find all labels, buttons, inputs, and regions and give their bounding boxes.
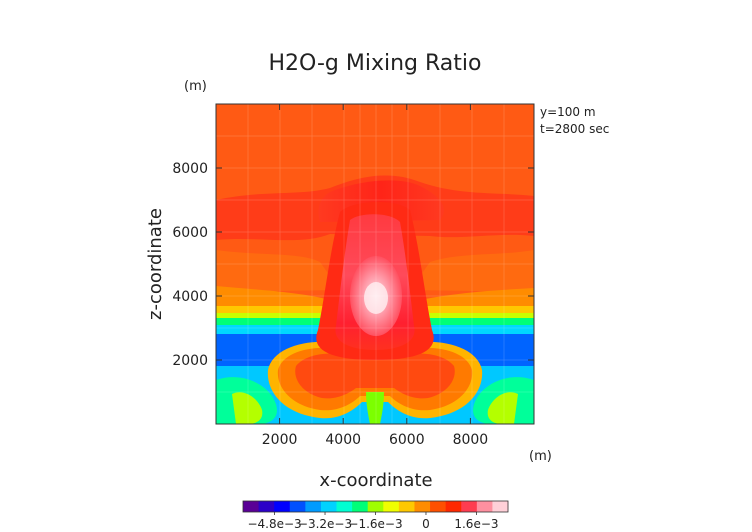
colorbar-tick-label: −4.8e−3 [247, 517, 301, 531]
field-mid-band-right [410, 250, 534, 292]
plot-frame [215, 103, 535, 425]
field-stem [366, 392, 384, 424]
colorbar-swatch [430, 501, 447, 512]
x-unit-label: (m) [529, 449, 552, 464]
field-grid [216, 104, 534, 424]
annotation-y-position: y=100 m [540, 105, 596, 119]
heatmap-field [216, 104, 534, 424]
colorbar-swatch [243, 501, 260, 512]
colorbar-swatch [336, 501, 353, 512]
y-axis: 2000 4000 6000 8000 [172, 161, 534, 369]
colorbar-swatch [274, 501, 291, 512]
x-axis-title: x-coordinate [319, 470, 432, 491]
x-tick-label: 2000 [262, 432, 298, 448]
colorbar-swatch [289, 501, 306, 512]
colorbar-tick-label: 0 [422, 517, 430, 531]
y-tick-label: 8000 [172, 161, 208, 177]
colorbar-swatch [492, 501, 509, 512]
chart-title: H2O-g Mixing Ratio [269, 51, 482, 76]
colorbar-tick-label: −1.6e−3 [348, 517, 402, 531]
field-lower-yellow-right [487, 392, 518, 424]
colorbar-tick-label: −3.2e−3 [298, 517, 352, 531]
y-tick-label: 4000 [172, 289, 208, 305]
colorbar-swatch [383, 501, 400, 512]
colorbar-swatch [305, 501, 322, 512]
field-dry-band [216, 286, 534, 312]
colorbar-swatch [414, 501, 431, 512]
colorbar-swatch [461, 501, 478, 512]
annotation-time: t=2800 sec [540, 122, 609, 136]
colorbar-swatch [320, 501, 338, 512]
y-tick-label: 2000 [172, 353, 208, 369]
field-plume-core-bright [364, 282, 388, 314]
colorbar-swatch [367, 501, 384, 512]
x-tick-label: 8000 [453, 432, 489, 448]
y-axis-title: z-coordinate [145, 208, 166, 320]
colorbar [243, 501, 509, 512]
colorbar-swatch [476, 501, 493, 512]
field-outflow-core [295, 353, 455, 399]
colorbar-swatch [398, 501, 415, 512]
field-lower-yellow-left [232, 392, 263, 424]
colorbar-swatch [352, 501, 369, 512]
colorbar-tick-label: 1.6e−3 [454, 517, 498, 531]
colorbar-labels: −4.8e−3−3.2e−3−1.6e−3 0 1.6e−3 [247, 512, 499, 531]
y-unit-label: (m) [184, 79, 207, 94]
x-tick-label: 6000 [389, 432, 425, 448]
field-mid-band [216, 250, 340, 292]
colorbar-swatch [445, 501, 462, 512]
colorbar-swatch [258, 501, 275, 512]
y-tick-label: 6000 [172, 225, 208, 241]
x-tick-label: 4000 [325, 432, 361, 448]
x-axis: 2000 4000 6000 8000 [262, 104, 488, 448]
